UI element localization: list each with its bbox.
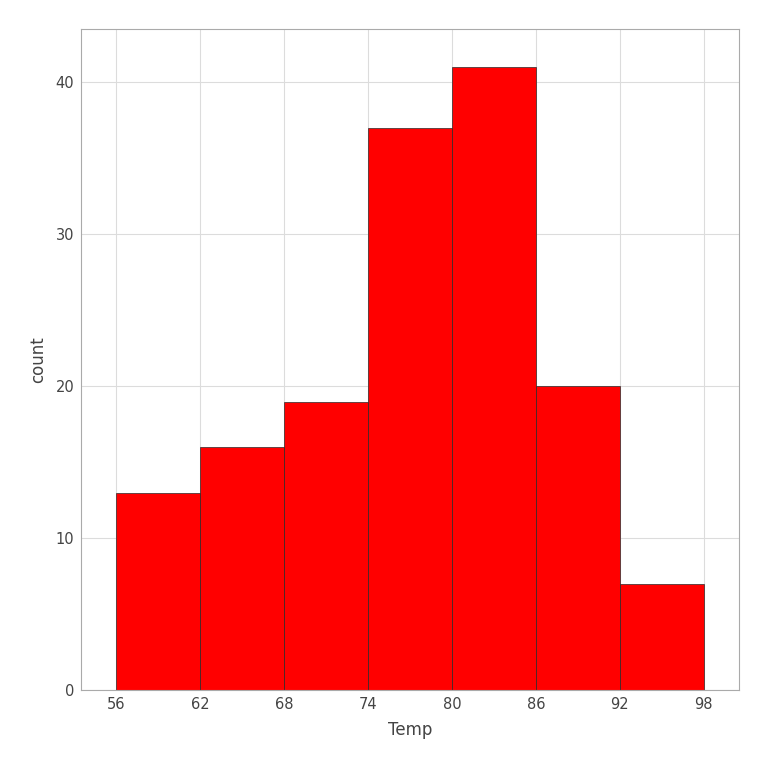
Bar: [536, 386, 620, 690]
Bar: [284, 402, 368, 690]
Bar: [368, 128, 452, 690]
Bar: [452, 68, 536, 690]
Bar: [116, 493, 200, 690]
Bar: [200, 447, 284, 690]
Y-axis label: count: count: [29, 336, 48, 383]
Bar: [620, 584, 703, 690]
X-axis label: Temp: Temp: [388, 720, 432, 739]
